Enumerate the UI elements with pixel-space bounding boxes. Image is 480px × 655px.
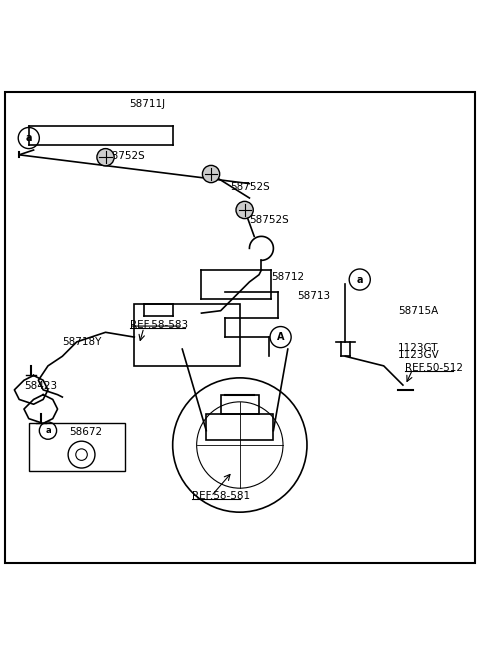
Text: 58752S: 58752S bbox=[106, 151, 145, 160]
Text: 58711J: 58711J bbox=[130, 100, 166, 109]
Text: 58752S: 58752S bbox=[230, 182, 270, 192]
Text: 58712: 58712 bbox=[271, 272, 304, 282]
Text: 58423: 58423 bbox=[24, 381, 57, 392]
Text: REF.58-581: REF.58-581 bbox=[192, 491, 250, 501]
Text: 58715A: 58715A bbox=[398, 306, 438, 316]
Text: 1123GT: 1123GT bbox=[398, 343, 439, 352]
Text: A: A bbox=[277, 332, 284, 342]
Text: 58672: 58672 bbox=[70, 426, 103, 437]
Text: a: a bbox=[25, 133, 32, 143]
Circle shape bbox=[97, 149, 114, 166]
Circle shape bbox=[203, 165, 220, 183]
Text: 58713: 58713 bbox=[298, 291, 331, 301]
Text: a: a bbox=[357, 274, 363, 284]
Text: 1123GV: 1123GV bbox=[398, 350, 440, 360]
Text: REF.58-583: REF.58-583 bbox=[130, 320, 188, 330]
Text: 58718Y: 58718Y bbox=[62, 337, 102, 347]
Text: a: a bbox=[45, 426, 51, 435]
Text: REF.50-512: REF.50-512 bbox=[405, 364, 463, 373]
Text: 58752S: 58752S bbox=[250, 215, 289, 225]
Circle shape bbox=[236, 201, 253, 219]
